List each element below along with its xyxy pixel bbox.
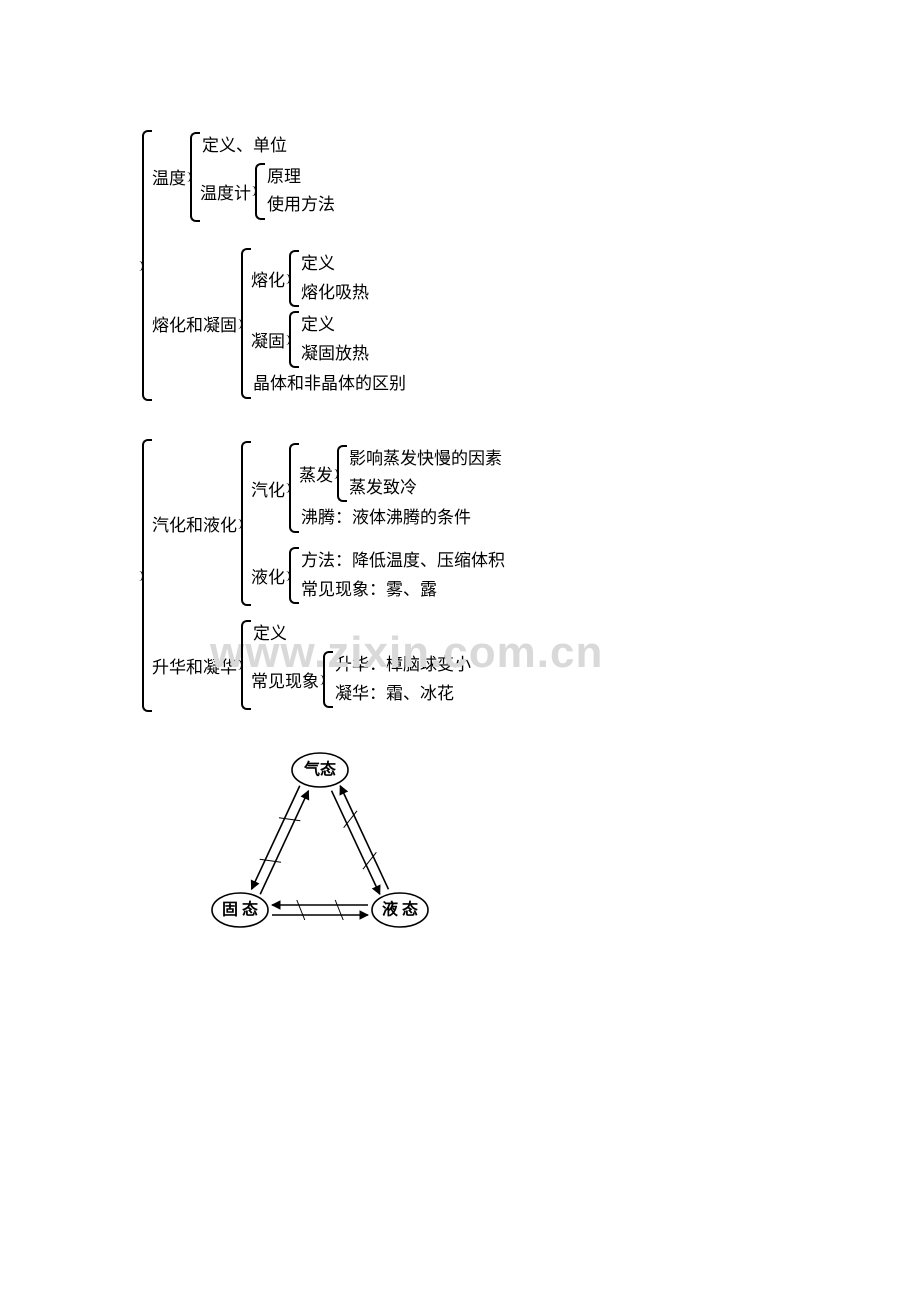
outline-leaf: 使用方法 [265,193,335,218]
outline-item: 蒸发 影响蒸发快慢的因素 蒸发致冷 [299,445,502,502]
outline-label: 熔化和凝固 [152,311,239,336]
brace-icon [253,163,263,220]
outline-leaf: 晶体和非晶体的区别 [251,372,406,397]
outline-label: 汽化 [251,476,287,501]
outline-leaf: 常见现象：雾、露 [299,578,505,603]
outline-leaf: 沸腾：液体沸腾的条件 [299,506,502,531]
outline-item: 汽化 蒸发 影响蒸发快慢的因素 蒸发致冷 沸腾：液体沸 [251,443,505,533]
brace-icon [287,547,297,604]
outline-label: 升华和凝华 [152,653,239,678]
outline-label: 汽化和液化 [152,511,239,536]
outline-item: 升华和凝华 定义 常见现象 升华：樟脑球变小 凝华：霜、冰花 [152,620,505,710]
outline-leaf: 蒸发致冷 [347,476,502,501]
outline-label: 常见现象 [251,667,321,692]
outline-label: 熔化 [251,266,287,291]
outline-label: 温度 [152,164,188,189]
outline-leaf: 原理 [265,165,335,190]
brace-icon [335,445,345,502]
brace-icon [287,250,297,307]
outline-leaf: 凝固放热 [299,342,369,367]
outline-leaf: 定义 [251,622,471,647]
outline-leaf: 定义 [299,313,369,338]
outline-item: 汽化和液化 汽化 蒸发 影响蒸发快慢的因素 蒸发致冷 [152,441,505,606]
document-page: www.zixin.com.cn 温度 定义、单位 温度计 原理 使用方法 [0,0,920,950]
outline-leaf: 熔化吸热 [299,281,369,306]
outline-leaf: 升华：樟脑球变小 [333,653,471,678]
outline-leaf: 定义、单位 [200,134,335,159]
svg-text:固 态: 固 态 [222,900,258,919]
brace-icon [239,441,249,606]
outline-item: 凝固 定义 凝固放热 [251,311,406,368]
brace-icon [287,311,297,368]
outline-leaf: 凝华：霜、冰花 [333,682,471,707]
brace-icon [287,443,297,533]
outline-leaf: 定义 [299,252,369,277]
outline-leaf: 方法：降低温度、压缩体积 [299,549,505,574]
brace-icon [140,130,150,401]
outline-item: 熔化和凝固 熔化 定义 熔化吸热 凝固 [152,248,406,399]
svg-text:气态: 气态 [303,760,336,779]
outline-item: 温度计 原理 使用方法 [200,163,335,220]
outline-label: 凝固 [251,327,287,352]
brace-icon [239,620,249,710]
outline-leaf: 影响蒸发快慢的因素 [347,447,502,472]
outline-block-1: 温度 定义、单位 温度计 原理 使用方法 熔化和凝固 [140,130,920,401]
outline-label: 蒸发 [299,461,335,486]
outline-item: 熔化 定义 熔化吸热 [251,250,406,307]
outline-item: 常见现象 升华：樟脑球变小 凝华：霜、冰花 [251,651,471,708]
outline-item: 温度 定义、单位 温度计 原理 使用方法 [152,132,406,222]
brace-icon [140,439,150,712]
brace-icon [321,651,331,708]
brace-icon [239,248,249,399]
brace-icon [188,132,198,222]
outline-label: 温度计 [200,179,253,204]
outline-label: 液化 [251,563,287,588]
svg-text:液 态: 液 态 [382,900,418,919]
outline-block-2: 汽化和液化 汽化 蒸发 影响蒸发快慢的因素 蒸发致冷 [140,439,920,712]
outline-item: 液化 方法：降低温度、压缩体积 常见现象：雾、露 [251,547,505,604]
state-diagram: 气态固 态 液 态 [190,740,920,950]
